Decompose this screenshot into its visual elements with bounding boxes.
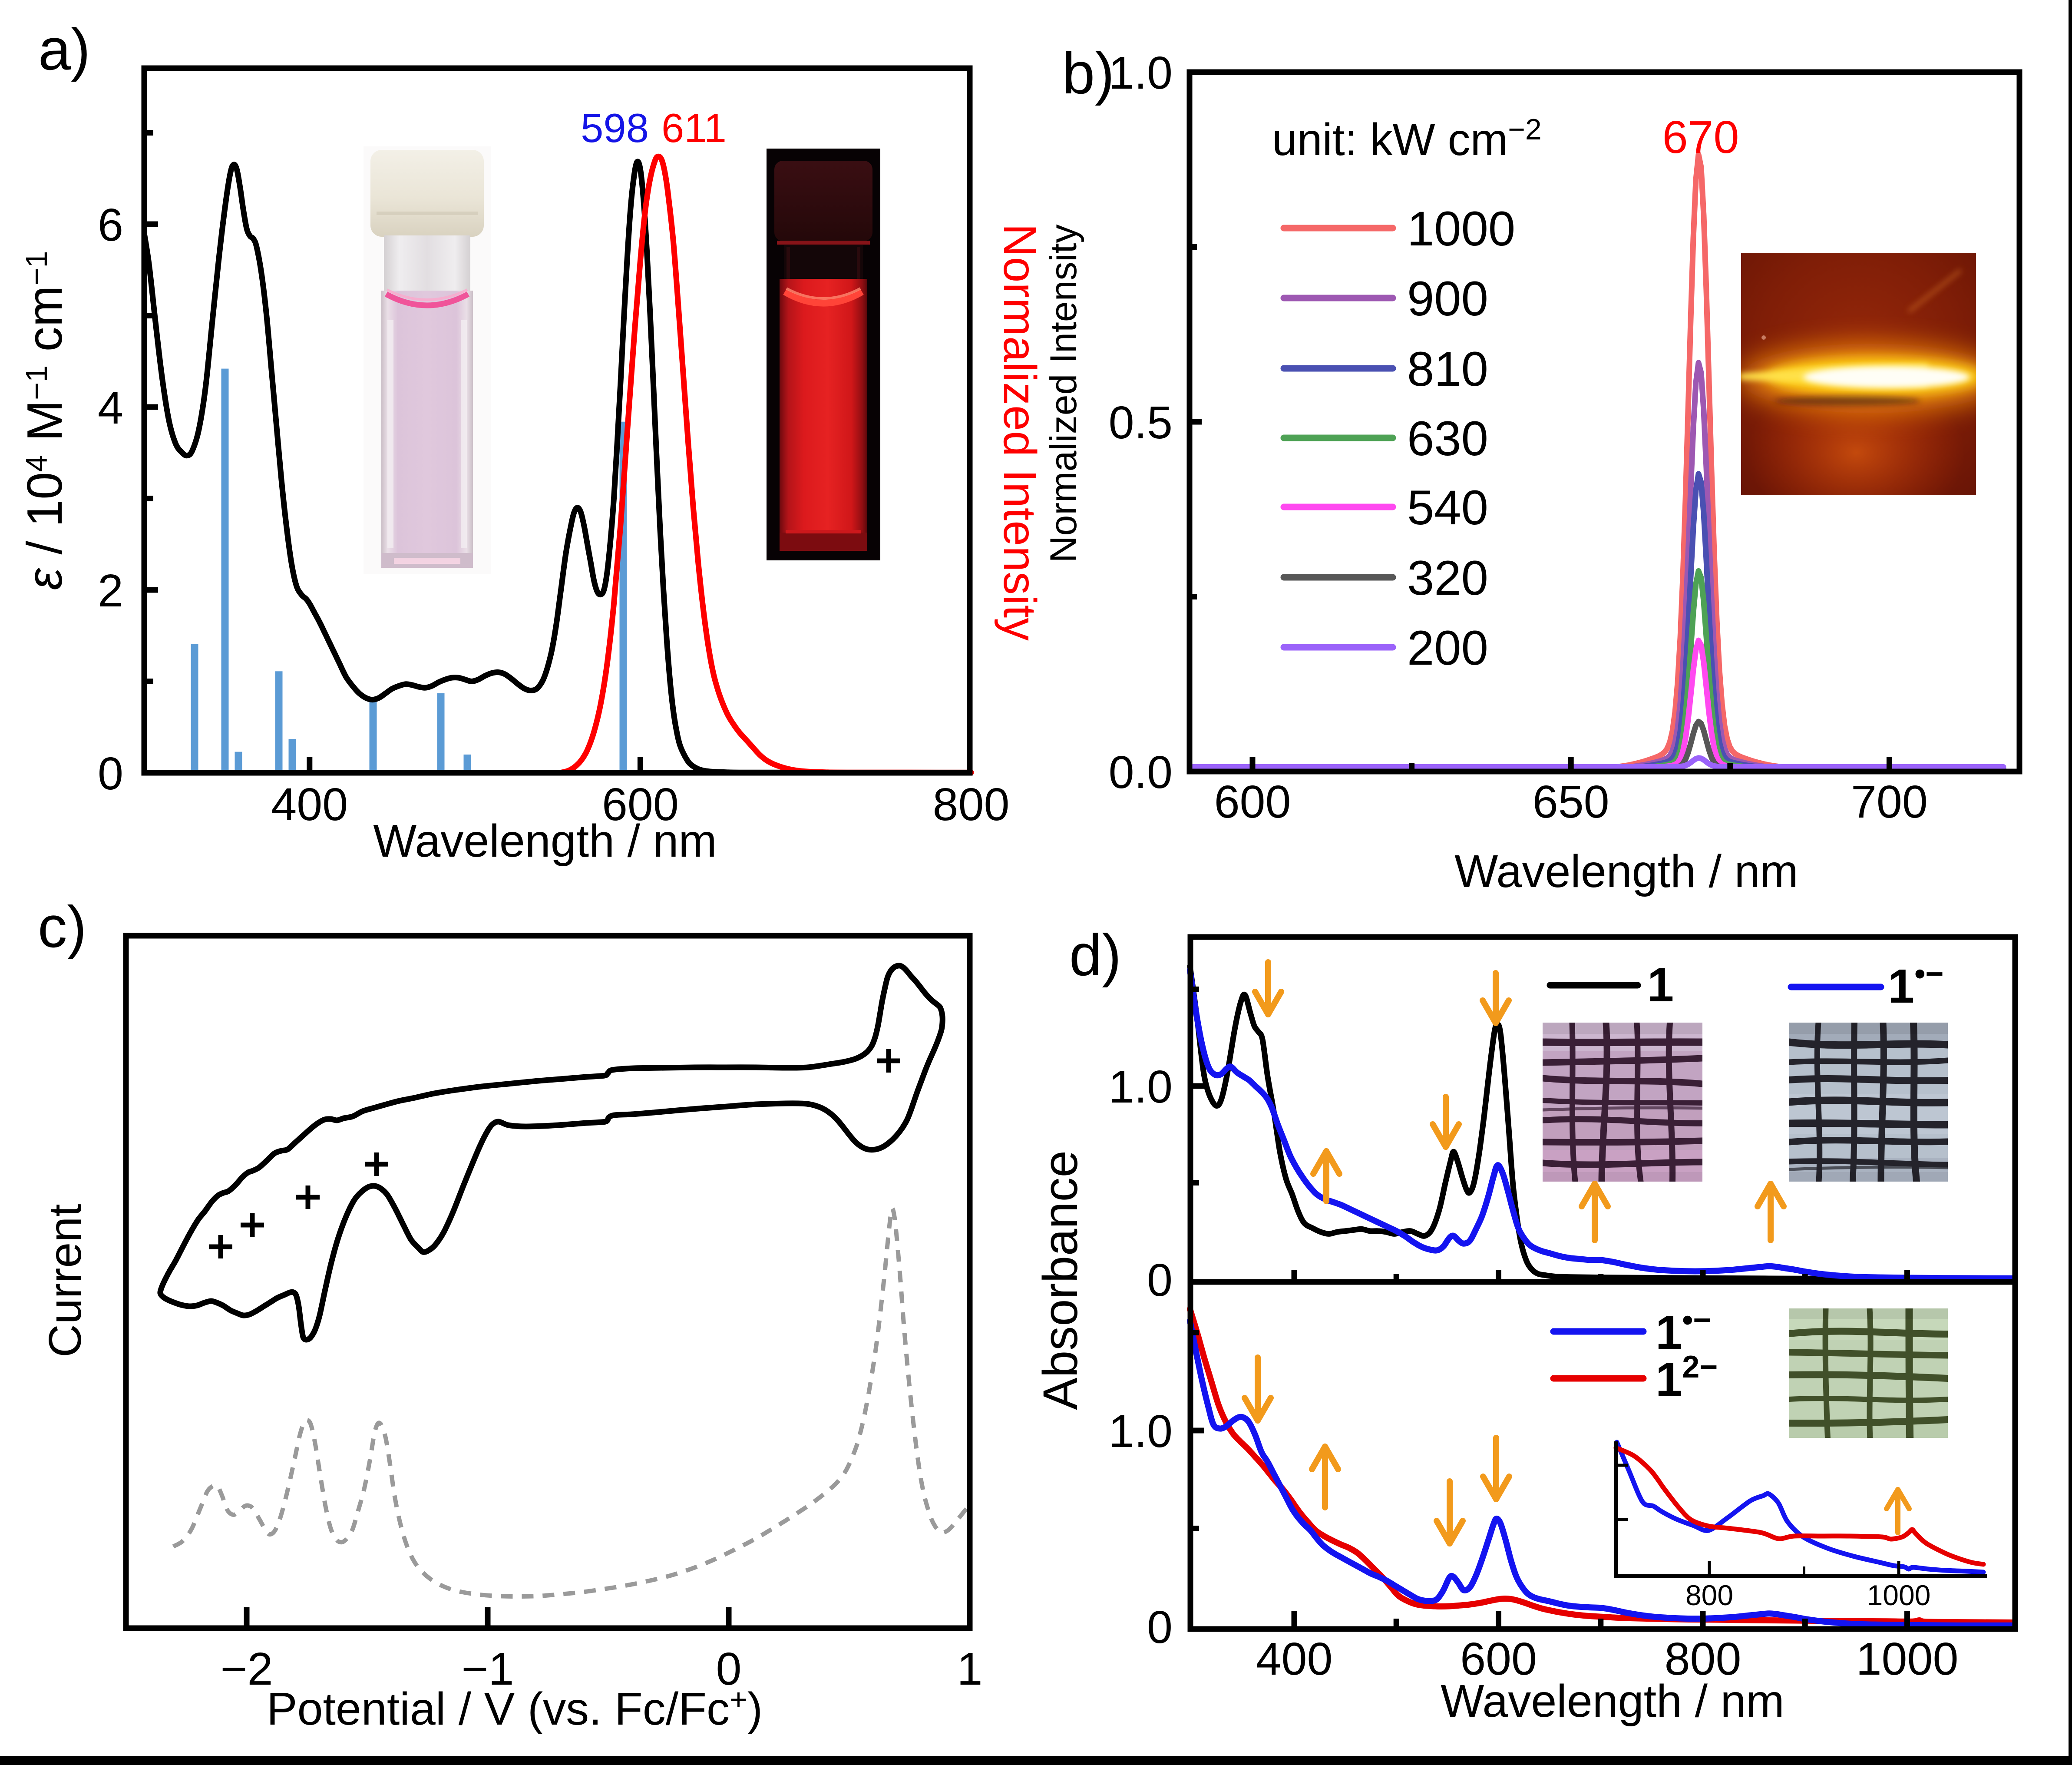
svg-text:1000: 1000 [1867,1579,1931,1611]
svg-text:1.0: 1.0 [1109,1061,1173,1113]
svg-text:800: 800 [1665,1633,1742,1685]
svg-text:6: 6 [98,199,123,251]
svg-text:Wavelength / nm: Wavelength / nm [1454,846,1798,897]
svg-text:4: 4 [98,382,123,434]
svg-text:a): a) [38,17,90,82]
svg-text:0: 0 [716,1643,742,1695]
svg-text:Potential / V (vs. Fc/Fc+): Potential / V (vs. Fc/Fc+) [267,1682,763,1735]
svg-text:0: 0 [98,748,123,799]
svg-text:800: 800 [1685,1579,1733,1611]
svg-text:1000: 1000 [1856,1633,1959,1685]
svg-text:630: 630 [1407,411,1488,466]
svg-text:600: 600 [602,779,679,830]
svg-text:0: 0 [1147,1602,1173,1653]
svg-text:810: 810 [1407,342,1488,396]
svg-text:d): d) [1069,922,1121,988]
svg-text:−2: −2 [221,1643,273,1695]
svg-text:12−: 12− [1656,1350,1718,1406]
svg-text:Absorbance: Absorbance [1033,1150,1087,1410]
svg-text:b): b) [1062,40,1114,106]
svg-text:0: 0 [1147,1255,1173,1306]
svg-text:1•−: 1•− [1888,957,1943,1013]
svg-text:400: 400 [1256,1633,1333,1685]
svg-text:ε / 104 M−1 cm−1: ε / 104 M−1 cm−1 [17,251,73,590]
svg-text:0.0: 0.0 [1109,747,1173,798]
svg-text:1000: 1000 [1407,202,1515,256]
svg-text:650: 650 [1533,776,1609,828]
svg-text:800: 800 [933,779,1010,830]
svg-text:670: 670 [1662,112,1739,163]
svg-text:400: 400 [271,779,348,830]
svg-text:c): c) [38,894,86,960]
svg-text:1.0: 1.0 [1109,1406,1173,1457]
svg-text:Normalized Intensity: Normalized Intensity [994,224,1045,641]
svg-text:900: 900 [1407,272,1488,326]
svg-text:−1: −1 [462,1643,514,1695]
svg-text:1.0: 1.0 [1109,47,1173,99]
svg-text:Wavelength / nm: Wavelength / nm [373,815,717,867]
svg-text:600: 600 [1460,1633,1537,1685]
svg-text:2: 2 [98,565,123,616]
svg-text:Normalized Intensity: Normalized Intensity [1043,224,1084,563]
svg-text:unit: kW cm−2: unit: kW cm−2 [1272,113,1542,165]
svg-text:200: 200 [1407,621,1488,675]
svg-text:598: 598 [581,105,649,151]
svg-text:611: 611 [661,105,727,151]
svg-text:600: 600 [1214,776,1291,828]
svg-text:1: 1 [1647,958,1674,1012]
svg-text:320: 320 [1407,551,1488,605]
svg-text:540: 540 [1407,480,1488,535]
svg-text:0.5: 0.5 [1109,397,1173,448]
svg-text:Current: Current [40,1204,91,1357]
svg-text:700: 700 [1851,776,1928,828]
svg-text:1: 1 [957,1643,983,1695]
svg-text:Wavelength / nm: Wavelength / nm [1441,1676,1784,1727]
